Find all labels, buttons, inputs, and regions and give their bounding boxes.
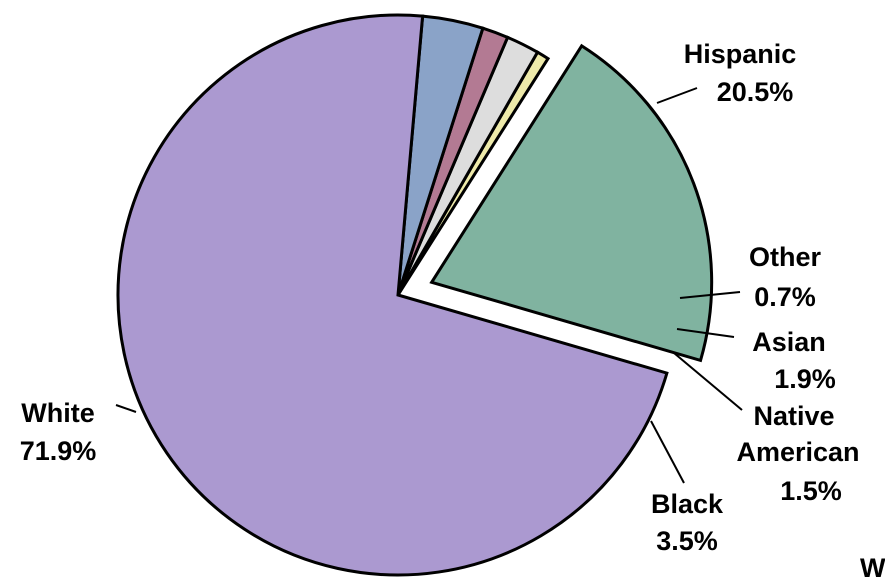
label-other-value: 0.7% [754,282,816,312]
corner-fragment-text: W [860,553,885,577]
leader-line-asian [676,328,735,338]
label-native-american-name-line2: American [736,437,859,467]
slice-labels: Hispanic 20.5% Other 0.7% Asian 1.9% Nat… [20,39,885,577]
pie-slices [116,13,714,577]
label-asian-name: Asian [752,327,826,357]
leader-line-other [679,291,741,299]
label-asian-value: 1.9% [774,364,836,394]
leader-line-black [650,420,685,484]
label-native-american-value: 1.5% [780,476,842,506]
label-black-name: Black [651,489,724,519]
label-black-value: 3.5% [656,526,718,556]
leader-line-white [115,404,137,413]
leader-line-hispanic [656,87,698,104]
label-white-name: White [21,398,95,428]
label-native-american-name-line1: Native [753,401,834,431]
label-leader-lines [115,87,743,484]
label-other-name: Other [749,242,822,272]
leader-line-native-american [673,352,743,411]
label-hispanic-value: 20.5% [717,77,794,107]
label-hispanic-name: Hispanic [684,39,797,69]
pie-slice-white [116,13,669,577]
label-white-value: 71.9% [20,436,97,466]
pie-slice-hispanic [429,43,714,363]
